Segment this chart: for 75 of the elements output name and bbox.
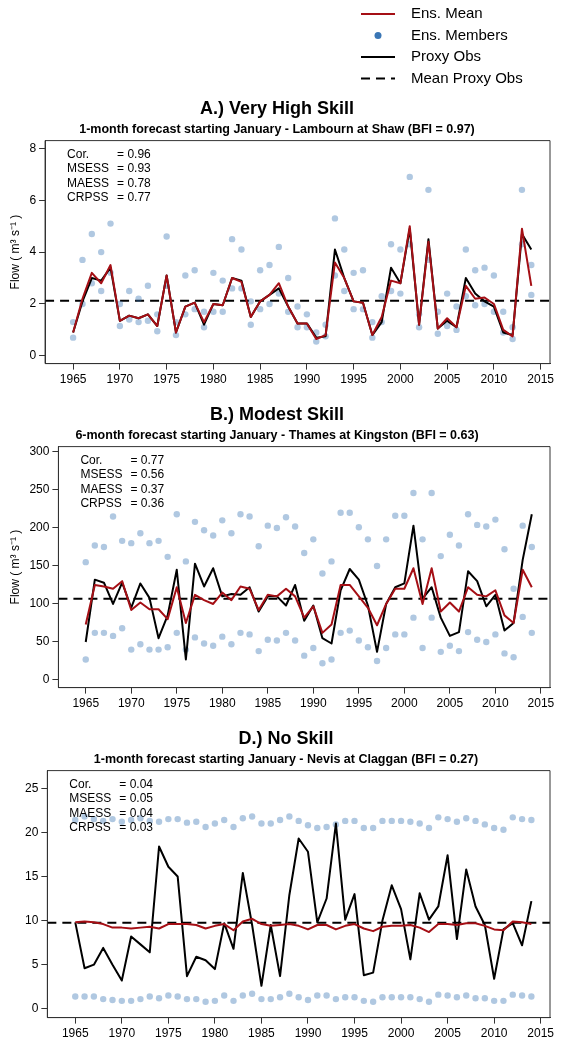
x-tick-label: 2000	[387, 1026, 415, 1041]
legend-label: Ens. Mean	[411, 4, 483, 22]
y-tick-label: 0	[31, 1001, 39, 1016]
x-tick-label: 1985	[254, 696, 282, 711]
x-tick-label: 1970	[106, 372, 134, 387]
x-tick-label: 1965	[59, 372, 87, 387]
x-tick-label: 2005	[433, 372, 461, 387]
x-tick-label: 1990	[294, 1026, 322, 1041]
legend-label: Mean Proxy Obs	[411, 68, 523, 86]
y-tick-label: 200	[29, 520, 50, 535]
x-tick-label: 1970	[108, 1026, 136, 1041]
y-tick-label: 10	[24, 912, 39, 927]
x-tick-label: 1990	[293, 372, 321, 387]
annotation: MAESS = 0.37	[80, 481, 165, 496]
x-tick-label: 2015	[527, 1026, 555, 1041]
y-tick-label: 250	[29, 482, 50, 497]
x-tick-label: 1995	[340, 372, 368, 387]
x-tick-label: 2015	[527, 372, 555, 387]
annotation: MAESS = 0.04	[69, 805, 154, 820]
chart-title: D.) No Skill	[238, 727, 334, 748]
x-tick-label: 1975	[163, 696, 191, 711]
x-tick-label: 2015	[527, 696, 555, 711]
text: Cor. = 0.77	[80, 452, 165, 467]
x-tick-label: 2000	[387, 372, 415, 387]
y-axis-title: Flow ( m³ s⁻¹ )	[7, 214, 22, 290]
text: Cor. = 0.96	[67, 146, 151, 161]
annotation: CRPSS = 0.03	[69, 820, 154, 835]
y-tick-label: 2	[29, 296, 37, 311]
x-tick-label: 2005	[436, 696, 464, 711]
y-tick-label: 0	[29, 348, 37, 363]
x-tick-label: 1995	[341, 1026, 369, 1041]
y-tick-label: 6	[29, 192, 37, 207]
chart-title: A.) Very High Skill	[199, 97, 355, 118]
annotation: CRPSS = 0.77	[67, 190, 152, 205]
annotation: MAESS = 0.78	[67, 175, 152, 190]
x-tick-label: 1975	[153, 372, 181, 387]
annotation: MSESS = 0.56	[80, 467, 165, 482]
legend-label: Ens. Members	[411, 25, 508, 43]
annotation: MSESS = 0.05	[69, 791, 154, 806]
y-tick-label: 20	[24, 824, 39, 839]
x-tick-label: 1970	[117, 696, 145, 711]
y-tick-label: 5	[31, 956, 39, 971]
chart-subtitle: 6-month forecast starting January - Thames at Kingston (BFI = 0.63)	[75, 427, 479, 442]
x-tick-label: 1975	[155, 1026, 183, 1041]
x-tick-label: 2010	[480, 1026, 508, 1041]
y-tick-label: 25	[24, 780, 39, 795]
x-tick-label: 1985	[248, 1026, 276, 1041]
y-tick-label: 0	[42, 672, 50, 687]
x-tick-label: 1990	[299, 696, 327, 711]
y-tick-label: 300	[29, 444, 50, 459]
chart-title: B.) Modest Skill	[209, 403, 345, 424]
x-tick-label: 2010	[480, 372, 508, 387]
x-tick-label: 1980	[200, 372, 228, 387]
x-tick-label: 1985	[246, 372, 274, 387]
y-tick-label: 100	[29, 596, 50, 611]
x-tick-label: 1980	[201, 1026, 229, 1041]
y-tick-label: 15	[24, 868, 39, 883]
y-tick-label: 8	[29, 140, 37, 155]
x-tick-label: 1995	[345, 696, 373, 711]
chart-subtitle: 1-month forecast starting January - Nevis at Claggan (BFI = 0.27)	[93, 751, 479, 766]
y-axis-title: Flow ( m³ s⁻¹ )	[7, 529, 22, 605]
annotation: CRPSS = 0.36	[80, 496, 165, 511]
annotation: MSESS = 0.93	[67, 161, 152, 176]
chart-subtitle: 1-month forecast starting January - Lambourn at Shaw (BFI = 0.97)	[79, 121, 475, 136]
x-tick-label: 1980	[208, 696, 236, 711]
x-tick-label: 2010	[482, 696, 510, 711]
text: Cor. = 0.04	[69, 776, 154, 791]
x-tick-label: 2005	[434, 1026, 462, 1041]
x-tick-label: 1965	[72, 696, 100, 711]
x-tick-label: 1965	[61, 1026, 89, 1041]
y-tick-label: 4	[29, 244, 37, 259]
y-tick-label: 50	[36, 634, 50, 649]
y-tick-label: 150	[29, 558, 50, 573]
legend-label: Proxy Obs	[411, 47, 482, 65]
x-tick-label: 2000	[391, 696, 419, 711]
